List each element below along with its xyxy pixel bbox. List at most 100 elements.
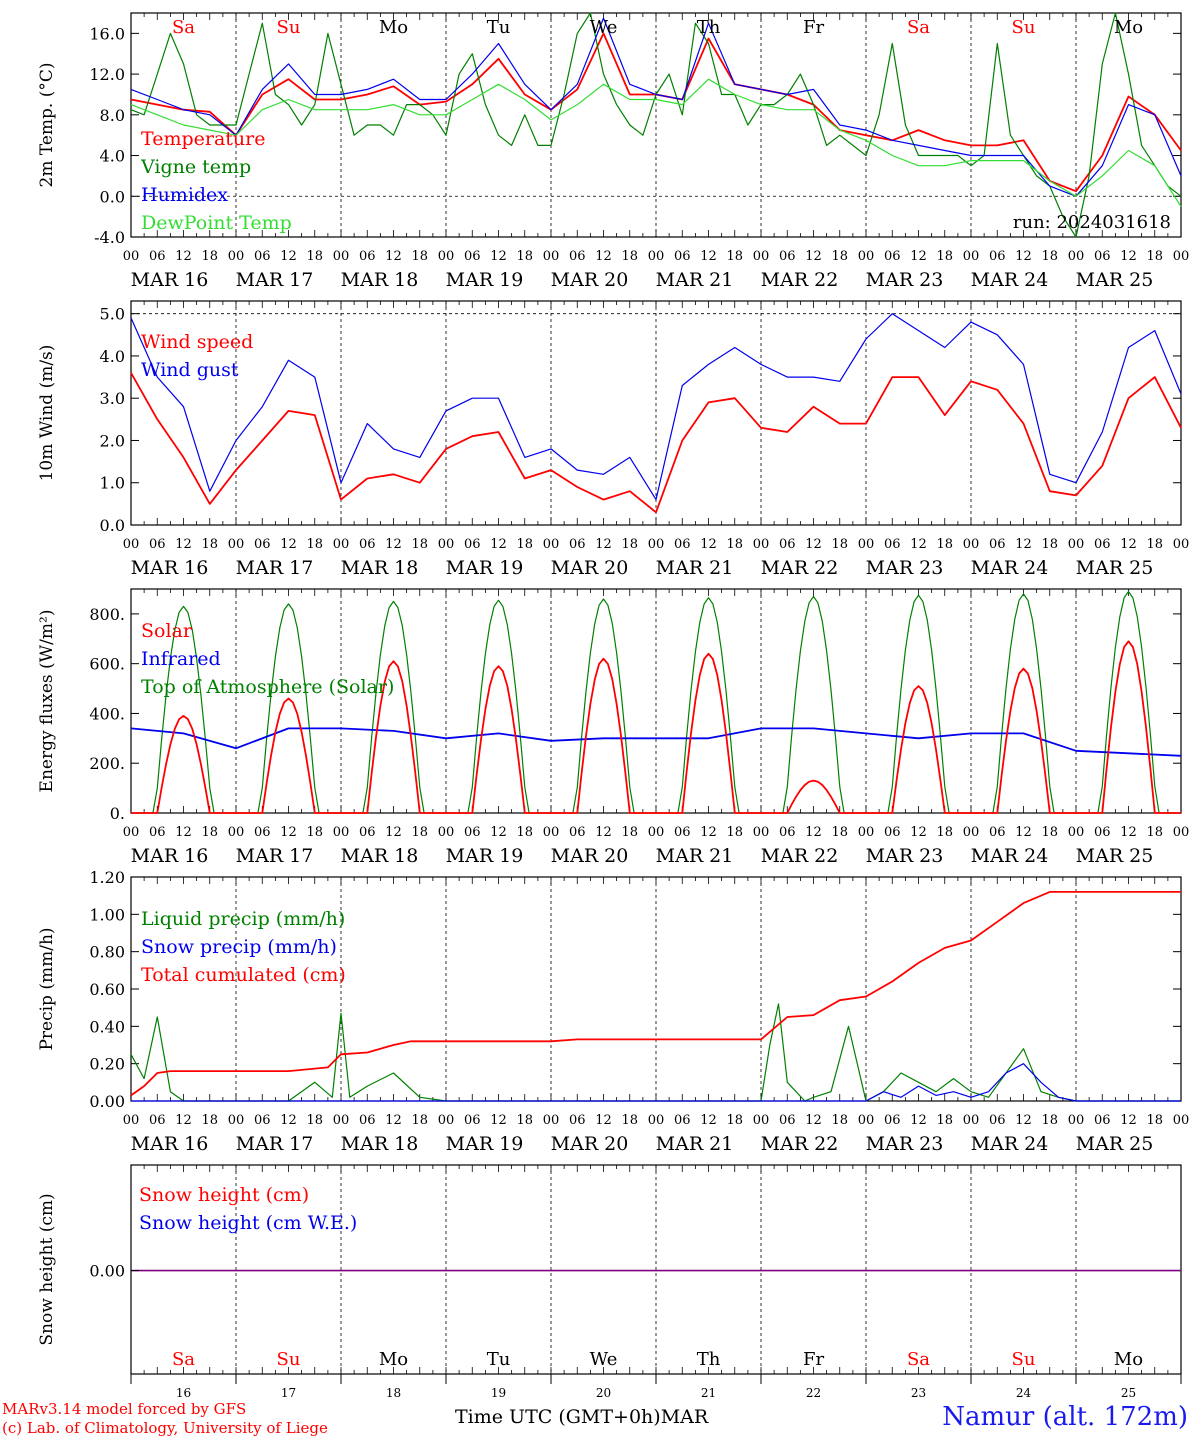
hour-tick-label: 12 — [175, 249, 192, 264]
hour-tick-label: 18 — [411, 537, 428, 552]
day-number-label: 17 — [281, 1386, 296, 1400]
hour-tick-label: 00 — [858, 1113, 875, 1128]
hour-tick-label: 00 — [1173, 537, 1190, 552]
hour-tick-label: 00 — [1173, 249, 1190, 264]
hour-tick-label: 06 — [359, 825, 376, 840]
hour-tick-label: 00 — [753, 249, 770, 264]
hour-tick-label: 12 — [910, 825, 927, 840]
hour-tick-label: 06 — [884, 825, 901, 840]
hour-tick-label: 00 — [753, 537, 770, 552]
hour-tick-label: 12 — [490, 825, 507, 840]
hour-tick-label: 12 — [385, 1113, 402, 1128]
hour-tick-label: 00 — [648, 825, 665, 840]
hour-tick-label: 12 — [595, 537, 612, 552]
hour-tick-label: 00 — [963, 537, 980, 552]
legend-entry: Vigne temp — [140, 156, 251, 178]
hour-tick-label: 06 — [149, 825, 166, 840]
hour-tick-label: 00 — [1068, 537, 1085, 552]
hour-tick-label: 12 — [700, 537, 717, 552]
y-tick-label: 1.0 — [100, 474, 125, 493]
legend-entry: Wind gust — [141, 359, 239, 381]
y-tick-label: 3.0 — [100, 389, 125, 408]
day-number-label: 23 — [911, 1386, 926, 1400]
hour-tick-label: 06 — [779, 825, 796, 840]
lab-credit: (c) Lab. of Climatology, University of L… — [2, 1419, 328, 1437]
y-tick-label: 0.60 — [89, 980, 125, 999]
date-label: MAR 19 — [446, 845, 524, 867]
date-label: MAR 24 — [971, 269, 1049, 291]
y-tick-label: 0.20 — [89, 1055, 125, 1074]
hour-tick-label: 18 — [936, 249, 953, 264]
hour-tick-label: 18 — [621, 1113, 638, 1128]
weekday-label: Tu — [487, 17, 511, 38]
date-label: MAR 19 — [446, 1133, 524, 1155]
hour-tick-label: 00 — [333, 537, 350, 552]
day-number-label: 22 — [806, 1386, 821, 1400]
run-annotation: run: 2024031618 — [1013, 212, 1171, 233]
date-label: MAR 25 — [1076, 269, 1154, 291]
hour-tick-label: 06 — [149, 537, 166, 552]
hour-tick-label: 18 — [1146, 249, 1163, 264]
hour-tick-label: 06 — [1094, 1113, 1111, 1128]
hour-tick-label: 06 — [674, 537, 691, 552]
hour-tick-label: 06 — [464, 249, 481, 264]
hour-tick-label: 18 — [621, 249, 638, 264]
hour-tick-label: 18 — [201, 249, 218, 264]
day-number-label: 24 — [1016, 1386, 1032, 1400]
date-label: MAR 25 — [1076, 845, 1154, 867]
time-axis-text: Time UTC (GMT+0h) — [455, 1406, 661, 1428]
weekday-label: Th — [697, 1349, 721, 1370]
date-label: MAR 22 — [761, 557, 839, 579]
hour-tick-label: 18 — [516, 249, 533, 264]
hour-tick-label: 12 — [385, 537, 402, 552]
hour-tick-label: 06 — [674, 1113, 691, 1128]
y-tick-label: 1.00 — [89, 905, 125, 924]
hour-tick-label: 06 — [254, 537, 271, 552]
series-line-infrared — [130, 727, 1182, 757]
hour-tick-label: 12 — [280, 249, 297, 264]
weekday-label: Mo — [379, 17, 408, 38]
hour-tick-label: 18 — [306, 1113, 323, 1128]
hour-tick-label: 00 — [1068, 1113, 1085, 1128]
legend-entry: Top of Atmosphere (Solar) — [141, 676, 394, 698]
hour-tick-label: 06 — [254, 825, 271, 840]
hour-tick-label: 06 — [149, 249, 166, 264]
hour-tick-label: 12 — [700, 1113, 717, 1128]
series-line-wind-speed — [130, 372, 1182, 514]
weekday-label: Mo — [1114, 1349, 1143, 1370]
legend-entry: Wind speed — [141, 331, 253, 353]
hour-tick-label: 18 — [306, 537, 323, 552]
hour-tick-label: 00 — [1068, 249, 1085, 264]
hour-tick-label: 18 — [1041, 537, 1058, 552]
hour-tick-label: 00 — [858, 825, 875, 840]
series-line-liquid-precip-mm-h- — [130, 1003, 1181, 1102]
y-tick-label: 2.0 — [100, 431, 125, 450]
legend-entry: Liquid precip (mm/h) — [141, 908, 345, 930]
hour-tick-label: 18 — [726, 249, 743, 264]
date-label: MAR 23 — [866, 269, 944, 291]
date-label: MAR 24 — [971, 845, 1049, 867]
hour-tick-label: 00 — [648, 1113, 665, 1128]
panel-1: -4.0 0.0 4.0 8.0 12.0 16.0 2m Temp. (°C) Temper… — [37, 12, 1190, 291]
y-tick-label: 4.0 — [100, 147, 125, 166]
hour-tick-label: 18 — [936, 537, 953, 552]
hour-tick-label: 18 — [201, 825, 218, 840]
hour-tick-label: 00 — [858, 249, 875, 264]
date-label: MAR 22 — [761, 1133, 839, 1155]
y-tick-label: 12.0 — [89, 65, 125, 84]
hour-tick-label: 12 — [280, 825, 297, 840]
hour-tick-label: 06 — [1094, 825, 1111, 840]
hour-tick-label: 00 — [543, 825, 560, 840]
date-label: MAR 23 — [866, 1133, 944, 1155]
weekday-label: Sa — [907, 17, 930, 38]
date-label: MAR 19 — [446, 557, 524, 579]
hour-tick-label: 12 — [1120, 537, 1137, 552]
weekday-label: Su — [277, 17, 301, 38]
hour-tick-label: 18 — [831, 537, 848, 552]
hour-tick-label: 12 — [1120, 1113, 1137, 1128]
date-label: MAR 20 — [551, 845, 629, 867]
hour-tick-label: 00 — [228, 249, 245, 264]
plot-frame — [130, 12, 1182, 238]
weekday-label: Mo — [1114, 17, 1143, 38]
